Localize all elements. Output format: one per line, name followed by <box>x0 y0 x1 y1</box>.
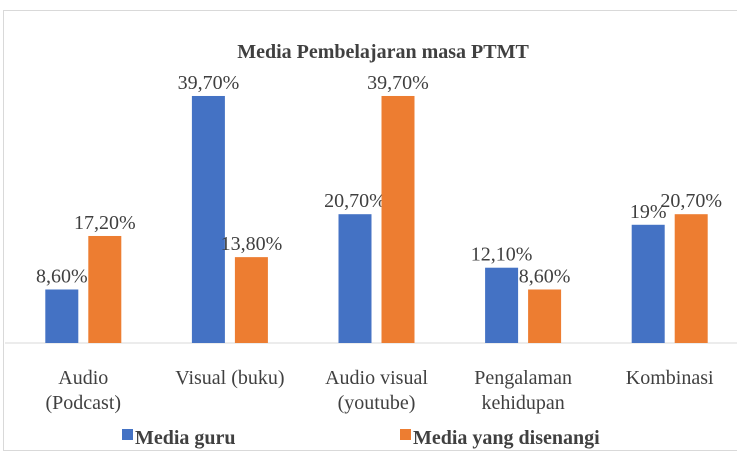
bar <box>674 214 708 343</box>
x-tick-label: Visual (buku) <box>175 367 284 389</box>
value-label: 20,70% <box>324 190 386 212</box>
bar <box>234 257 268 343</box>
chart-border <box>3 10 737 451</box>
legend-swatch <box>122 429 133 440</box>
value-label: 20,70% <box>660 190 722 212</box>
value-label: 39,70% <box>178 72 240 94</box>
bar <box>381 95 415 343</box>
bar <box>191 95 225 343</box>
x-tick-label: (Podcast) <box>46 392 122 414</box>
value-label: 8,60% <box>519 265 571 287</box>
bar <box>528 289 562 343</box>
bar <box>485 267 519 343</box>
value-label: 17,20% <box>74 212 136 234</box>
bar <box>88 235 122 343</box>
x-tick-label: Audio visual <box>325 367 428 389</box>
bar <box>631 224 665 343</box>
x-tick-label: Audio <box>58 367 108 389</box>
bar <box>338 214 372 343</box>
legend-label: Media guru <box>135 427 236 449</box>
value-label: 12,10% <box>471 244 533 266</box>
value-label: 19% <box>630 201 667 223</box>
x-tick-label: Pengalaman <box>474 367 572 389</box>
legend-label: Media yang disenangi <box>413 427 600 449</box>
chart-title: Media Pembelajaran masa PTMT <box>237 41 529 63</box>
legend-swatch <box>400 429 411 440</box>
x-tick-label: (youtube) <box>338 392 416 414</box>
value-label: 13,80% <box>221 233 283 255</box>
bar <box>45 289 79 343</box>
value-label: 39,70% <box>367 72 429 94</box>
value-label: 8,60% <box>36 265 88 287</box>
x-tick-label: kehidupan <box>481 392 564 414</box>
x-tick-label: Kombinasi <box>626 367 714 389</box>
